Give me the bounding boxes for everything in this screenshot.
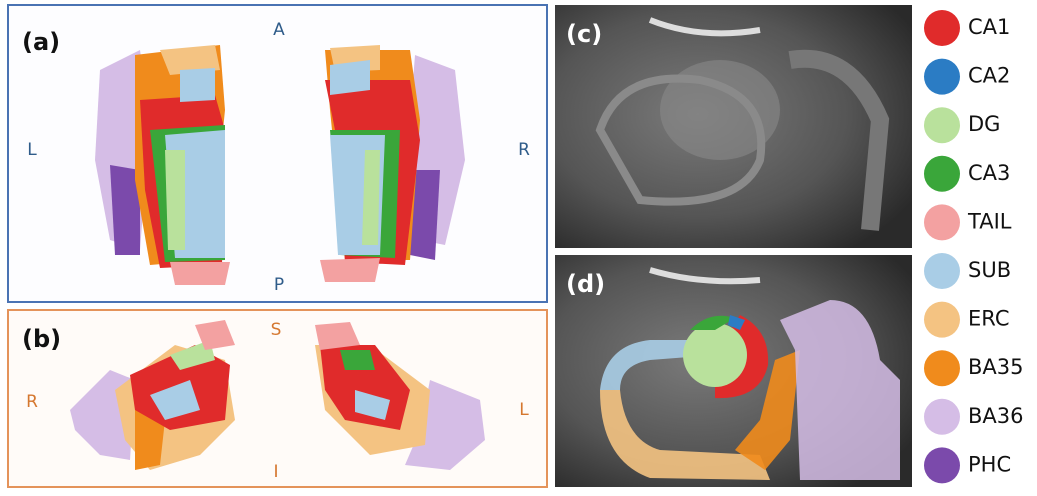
orientation: R (518, 140, 530, 160)
legend-label: CA1 (968, 15, 1010, 39)
orientation: L (519, 400, 529, 420)
panel-a-frame (8, 5, 547, 302)
legend: CA1 CA2 DG CA3 TAIL SUB ERC BA35 BA36 PHC (924, 10, 1024, 483)
orientation: A (273, 20, 285, 40)
legend-label: BA36 (968, 404, 1024, 428)
legend-label: CA2 (968, 64, 1010, 88)
orientation: S (271, 320, 282, 340)
panel-label: (a) (22, 28, 60, 56)
legend-label: SUB (968, 258, 1011, 282)
mri-image-d (555, 255, 912, 487)
legend-label: CA3 (968, 161, 1010, 185)
orientation: L (27, 140, 37, 160)
panel-label: (b) (22, 325, 61, 353)
panel-label: (c) (566, 20, 602, 48)
legend-label: TAIL (967, 209, 1012, 233)
legend-swatch (924, 204, 960, 240)
legend-label: ERC (968, 307, 1009, 331)
figure: (a) A L R P (b) S R L I (c) (0, 0, 1037, 492)
legend-swatch (924, 302, 960, 338)
legend-swatch (924, 10, 960, 46)
legend-label: BA35 (968, 355, 1024, 379)
legend-swatch (924, 399, 960, 435)
orientation: I (273, 462, 278, 482)
legend-swatch (924, 447, 960, 483)
legend-swatch (924, 156, 960, 192)
legend-label: PHC (968, 452, 1011, 476)
orientation: R (26, 392, 38, 412)
orientation: P (274, 275, 284, 295)
legend-swatch (924, 107, 960, 143)
panel-label: (d) (566, 270, 605, 298)
legend-swatch (924, 253, 960, 289)
render-a-left (95, 45, 230, 285)
legend-label: DG (968, 112, 1000, 136)
legend-swatch (924, 350, 960, 386)
legend-swatch (924, 59, 960, 95)
mri-image-c (555, 5, 912, 248)
